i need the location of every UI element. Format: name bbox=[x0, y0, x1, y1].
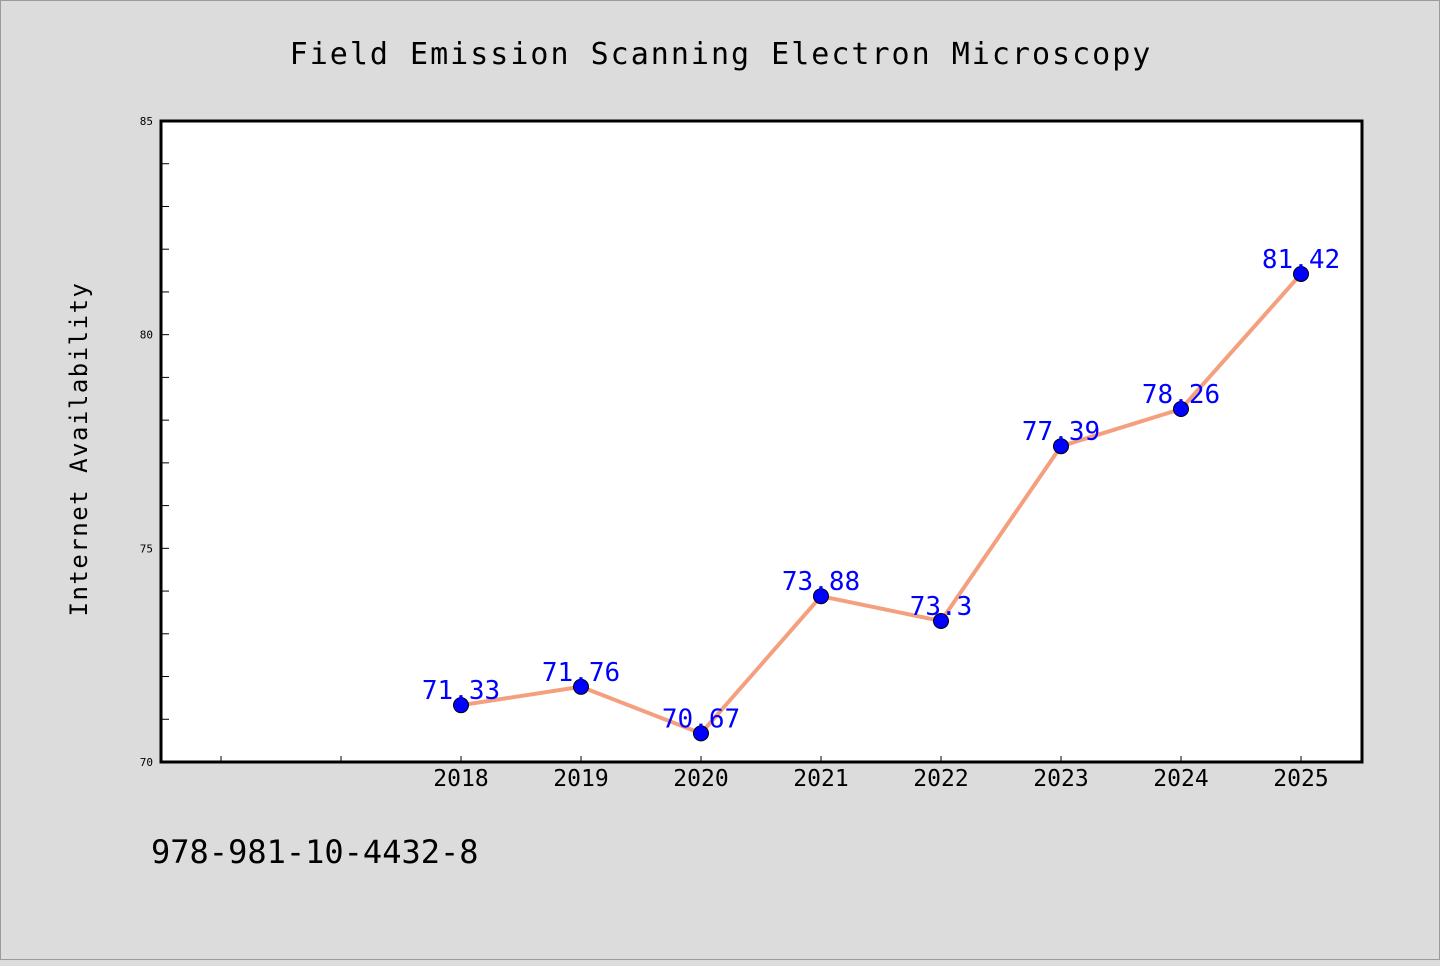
data-label: 73.88 bbox=[782, 567, 860, 597]
data-point bbox=[573, 678, 589, 695]
y-axis-label: Internet Availability bbox=[65, 282, 93, 617]
data-point bbox=[933, 612, 949, 629]
data-point bbox=[813, 588, 829, 605]
data-point bbox=[1053, 438, 1069, 455]
y-tick-label: 70 bbox=[140, 756, 153, 769]
data-label: 70.67 bbox=[662, 704, 740, 734]
series-line bbox=[460, 272, 1303, 736]
x-axis-ticks: 2018 2019 2020 2021 2022 2023 2024 2025 bbox=[220, 756, 1329, 792]
data-label: 73.3 bbox=[910, 592, 973, 622]
y-tick-label: 75 bbox=[140, 542, 153, 555]
x-tick-label: 2018 bbox=[433, 766, 488, 792]
x-tick-label: 2021 bbox=[793, 766, 848, 792]
data-label: 71.76 bbox=[542, 658, 620, 688]
y-tick-label: 85 bbox=[140, 115, 153, 128]
x-tick-label: 2022 bbox=[913, 766, 968, 792]
x-tick-label: 2023 bbox=[1033, 766, 1088, 792]
plot-area bbox=[159, 119, 1364, 764]
chart-title: Field Emission Scanning Electron Microsc… bbox=[290, 37, 1153, 72]
data-series: 71.33 71.76 70.67 73.88 73.3 77.39 78.26 81.42 bbox=[422, 245, 1340, 742]
data-label: 78.26 bbox=[1142, 380, 1220, 410]
y-axis-ticks: 70 75 80 85 bbox=[140, 115, 169, 769]
data-label: 71.33 bbox=[422, 676, 500, 706]
x-tick-label: 2024 bbox=[1153, 766, 1208, 792]
x-tick-label: 2025 bbox=[1273, 766, 1328, 792]
data-point bbox=[453, 697, 469, 714]
data-point bbox=[1173, 401, 1189, 418]
footer-code: 978-981-10-4432-8 bbox=[151, 833, 479, 871]
x-tick-label: 2019 bbox=[553, 766, 608, 792]
data-label: 77.39 bbox=[1022, 417, 1100, 447]
data-point bbox=[1293, 265, 1309, 282]
data-point bbox=[693, 725, 709, 742]
data-label: 81.42 bbox=[1262, 245, 1340, 275]
x-tick-label: 2020 bbox=[673, 766, 728, 792]
y-tick-label: 80 bbox=[140, 329, 153, 342]
